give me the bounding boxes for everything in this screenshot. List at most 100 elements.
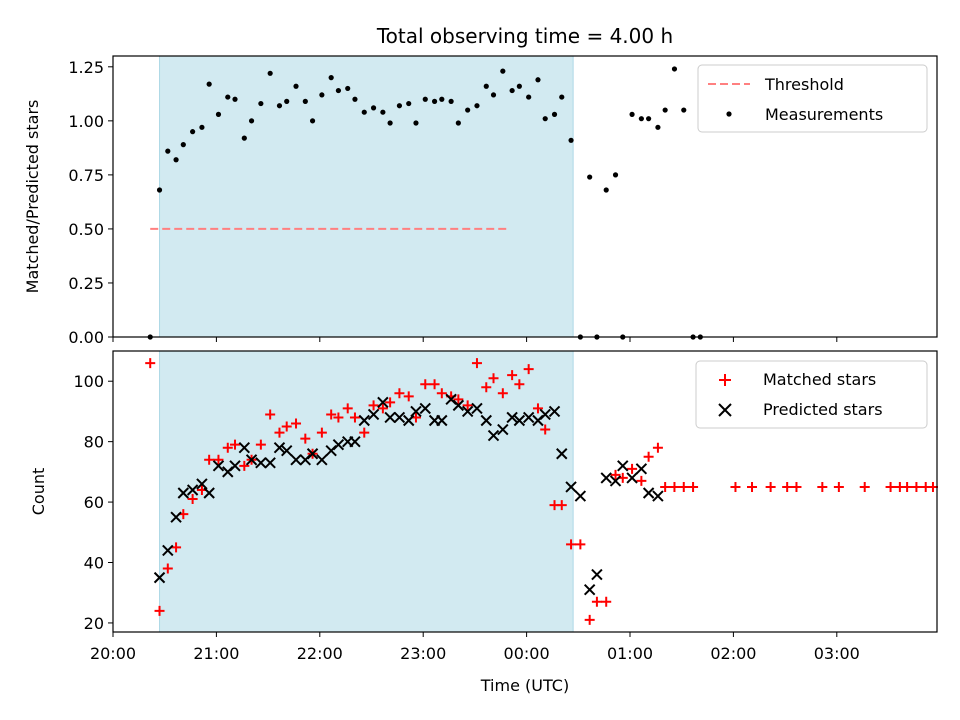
measurement-point: [535, 77, 541, 83]
y-tick-label: 80: [84, 433, 104, 452]
measurement-point: [542, 116, 548, 122]
measurement-point: [387, 120, 393, 126]
predicted-star-point: [652, 490, 664, 502]
legend-measurement-label: Measurements: [765, 105, 883, 124]
predicted-star-point: [273, 441, 286, 454]
measurement-point: [551, 111, 558, 117]
x-tick-label: 01:00: [607, 644, 653, 663]
matched-star-point: [171, 542, 182, 553]
measurement-point: [361, 109, 367, 115]
predicted-star-point: [461, 405, 474, 418]
y-tick-label: 40: [84, 554, 104, 573]
legend-predicted-label: Predicted stars: [763, 400, 883, 419]
matched-star-point: [420, 379, 431, 390]
y-tick-label: 20: [84, 614, 104, 633]
matched-star-point: [575, 539, 586, 550]
predicted-star-point: [626, 472, 638, 484]
matched-star-point: [523, 364, 534, 375]
matched-star-point: [566, 539, 577, 550]
measurement-point: [328, 75, 334, 81]
x-tick-label: 23:00: [400, 644, 446, 663]
predicted-star-point: [264, 457, 276, 469]
matched-star-point: [765, 481, 776, 492]
legend-matched-label: Matched stars: [763, 370, 876, 389]
measurement-point: [180, 142, 186, 148]
x-tick-label: 00:00: [504, 644, 550, 663]
x-tick-label: 20:00: [90, 644, 136, 663]
matched-star-point: [885, 481, 896, 492]
predicted-star-point: [377, 396, 389, 409]
predicted-star-point: [513, 414, 526, 427]
matched-star-point: [316, 427, 327, 438]
measurement-point: [603, 187, 609, 193]
measurement-point: [309, 118, 316, 124]
matched-star-point: [154, 605, 165, 616]
matched-star-point: [643, 451, 654, 462]
matched-star-point: [230, 439, 241, 450]
matched-star-point: [342, 403, 353, 414]
matched-star-point: [255, 439, 266, 450]
predicted-star-point: [522, 411, 535, 424]
measurement-point: [681, 107, 687, 113]
predicted-star-point: [410, 405, 422, 418]
matched-star-point: [627, 463, 638, 474]
predicted-star-point: [196, 478, 208, 490]
measurement-point: [225, 94, 231, 100]
measurement-point: [465, 107, 471, 113]
measurement-point: [587, 174, 593, 180]
matched-star-point: [281, 421, 292, 432]
measurement-point: [267, 70, 273, 76]
matched-star-point: [591, 596, 602, 607]
matched-star-point: [394, 388, 405, 399]
matched-star-point: [817, 481, 828, 492]
predicted-star-point: [177, 487, 190, 499]
legend-threshold-label: Threshold: [764, 75, 844, 94]
matched-star-point: [652, 442, 663, 453]
predicted-star-point: [591, 568, 603, 581]
matched-star-point: [636, 475, 647, 486]
measurement-point: [396, 103, 403, 109]
predicted-star-point: [358, 414, 370, 427]
measurement-point: [406, 100, 412, 107]
predicted-star-point: [471, 402, 483, 415]
matched-star-point: [540, 424, 551, 435]
measurement-point: [258, 100, 264, 107]
predicted-star-point: [170, 511, 182, 523]
matched-star-point: [453, 394, 464, 405]
y-axis-label: Matched/Predicted stars: [23, 100, 42, 294]
predicted-star-point: [452, 399, 465, 412]
matched-star-point: [377, 403, 388, 414]
matched-star-point: [333, 412, 344, 423]
predicted-star-point: [393, 411, 406, 424]
measurement-point: [612, 172, 619, 178]
predicted-star-point: [403, 414, 415, 427]
predicted-star-point: [436, 414, 448, 427]
shaded-region: [159, 350, 574, 633]
y-axis-label: Count: [29, 468, 48, 516]
x-tick-label: 02:00: [710, 644, 756, 663]
matched-star-point: [436, 388, 447, 399]
chart-title: Total observing time = 4.00 h: [376, 24, 673, 48]
matched-star-point: [532, 403, 543, 414]
measurement-point: [380, 109, 386, 115]
matched-star-point: [782, 481, 793, 492]
matched-star-point: [326, 409, 337, 420]
legend-measurement-swatch: [726, 111, 732, 117]
legend-bottom: Matched stars Predicted stars: [695, 360, 928, 429]
measurement-point: [413, 120, 419, 126]
matched-star-point: [730, 481, 741, 492]
bottom-axes-frame: [112, 350, 938, 633]
measurement-point: [439, 96, 445, 102]
measurement-point: [422, 96, 428, 102]
matched-star-point: [222, 442, 233, 453]
measurement-point: [638, 116, 644, 122]
matched-star-point: [610, 469, 621, 480]
legend-top: Threshold Measurements: [697, 64, 928, 133]
predicted-star-point: [349, 435, 361, 448]
measurement-point: [190, 129, 196, 135]
legend-predicted-swatch: [718, 403, 732, 417]
matched-star-point: [902, 481, 913, 492]
measurement-point: [662, 107, 668, 113]
matched-star-point: [678, 481, 689, 492]
matched-star-point: [300, 433, 311, 444]
